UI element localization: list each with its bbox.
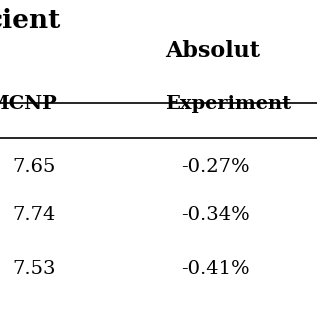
Text: -0.27%: -0.27%	[181, 158, 249, 177]
Text: cient: cient	[0, 8, 62, 33]
Text: Experiment: Experiment	[165, 95, 291, 113]
Text: MCNP: MCNP	[0, 95, 57, 113]
Text: -0.34%: -0.34%	[181, 206, 249, 224]
Text: Absolut: Absolut	[165, 40, 260, 61]
Text: 7.53: 7.53	[13, 260, 56, 278]
Text: -0.41%: -0.41%	[181, 260, 249, 278]
Text: 7.74: 7.74	[13, 206, 56, 224]
Text: 7.65: 7.65	[13, 158, 56, 177]
